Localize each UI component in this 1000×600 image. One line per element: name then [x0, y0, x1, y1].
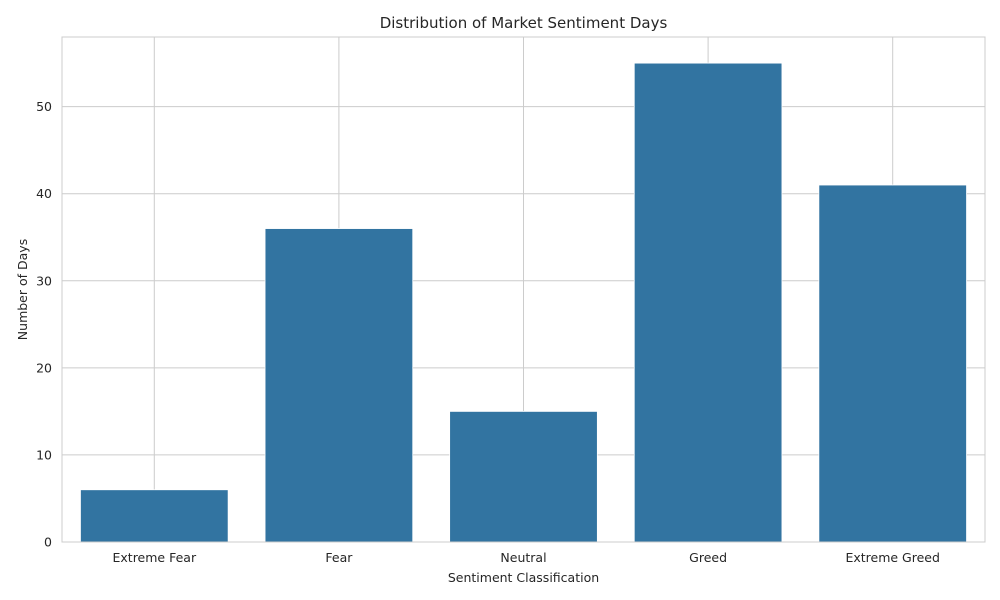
bar	[818, 184, 967, 543]
y-tick-label: 30	[36, 273, 52, 288]
bar	[633, 62, 783, 543]
y-tick-label: 40	[36, 186, 52, 201]
bar	[80, 489, 229, 543]
bar	[449, 410, 598, 543]
y-tick-label: 50	[36, 99, 52, 114]
x-tick-label: Greed	[689, 550, 727, 565]
x-tick-label: Extreme Fear	[113, 550, 197, 565]
x-tick-label: Extreme Greed	[845, 550, 939, 565]
x-tick-label: Neutral	[500, 550, 546, 565]
bars	[80, 62, 967, 543]
x-tick-label: Fear	[325, 550, 353, 565]
x-tick-labels: Extreme Fear Fear Neutral Greed Extreme Gree…	[113, 550, 940, 565]
y-tick-label: 10	[36, 447, 52, 462]
bar	[264, 228, 414, 543]
y-tick-labels: 0 10 20 30 40 50	[36, 99, 52, 549]
y-axis-label: Number of Days	[15, 239, 30, 340]
plot-frame	[61, 36, 986, 543]
y-tick-label: 20	[36, 360, 52, 375]
x-axis-label: Sentiment Classification	[448, 570, 599, 585]
chart-title: Distribution of Market Sentiment Days	[380, 14, 668, 32]
y-tick-label: 0	[44, 535, 52, 550]
